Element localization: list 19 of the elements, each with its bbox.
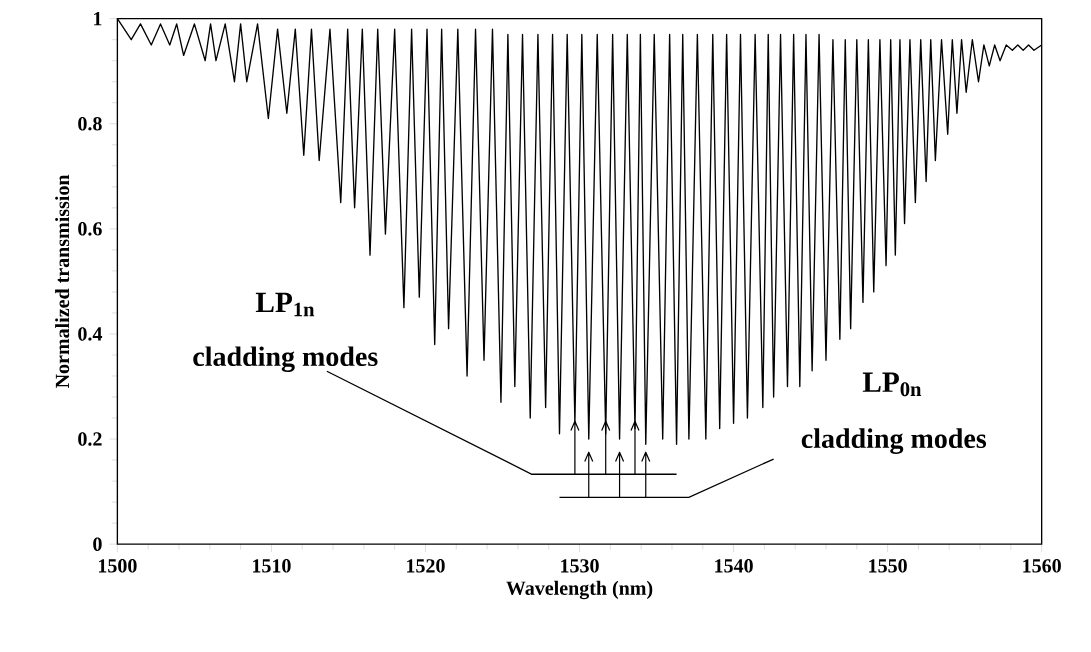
annotation: LP$_{0n}$ [862, 372, 922, 397]
x-tick-label: 1500 [98, 559, 137, 573]
y-axis-title: Normalized transmission [55, 174, 70, 388]
x-tick-label: 1520 [407, 559, 445, 573]
y-tick-label: 0.8 [78, 116, 102, 131]
y-tick-label: 0 [93, 537, 102, 551]
x-axis-title: Wavelength (nm) [506, 580, 653, 600]
x-tick-label: 1540 [715, 559, 753, 573]
y-tick-label: 1 [94, 11, 102, 26]
annotation: LP$_{1n}$ [255, 292, 315, 317]
x-tick-label: 1510 [253, 559, 291, 573]
annotation: cladding modes [801, 428, 987, 454]
annotation: cladding modes [193, 346, 378, 372]
x-tick-label: 1530 [561, 559, 599, 573]
x-tick-label: 1560 [1023, 559, 1061, 573]
y-tick-label: 0.6 [78, 221, 102, 236]
y-tick-label: 0.2 [78, 432, 102, 446]
x-tick-label: 1550 [869, 559, 907, 573]
y-tick-label: 0.4 [78, 327, 103, 341]
